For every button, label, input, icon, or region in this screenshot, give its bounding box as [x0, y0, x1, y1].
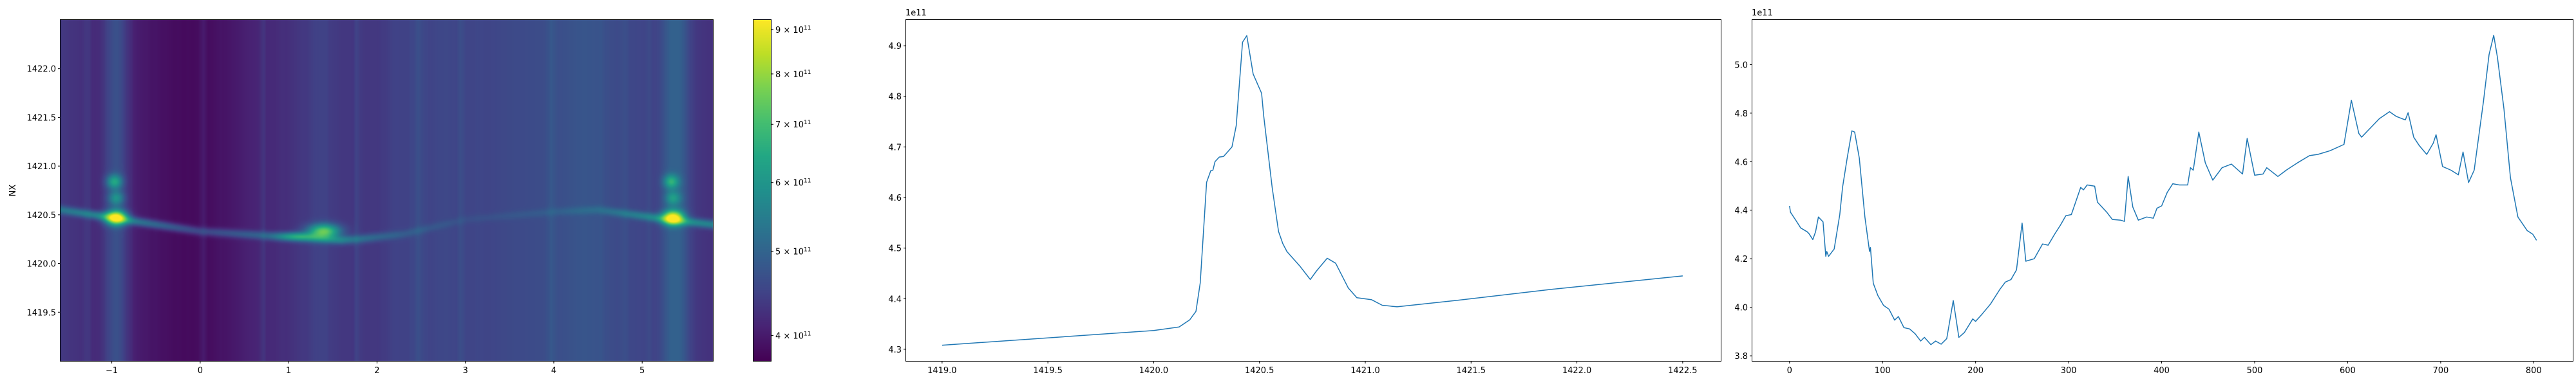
plot2-ytick-label: 4.4: [1734, 207, 1748, 216]
plot1-xtick-label: 1419.0: [927, 366, 957, 376]
colorbar-tick-label: 9 × 1011: [775, 25, 811, 35]
plot1-xtick-label: 1419.5: [1033, 366, 1063, 376]
plot2-xtick-label: 600: [2340, 366, 2356, 376]
heatmap-axes: NX −1 0 1 2 3 4 5 1419.5 1420.0 1420.5 1421.0 1421.…: [8, 19, 714, 376]
plot1-offset-text: 1e11: [905, 8, 927, 18]
plot1-xtick-label: 1420.5: [1245, 366, 1274, 376]
plot1-ytick-label: 4.4: [888, 295, 902, 304]
plot2-xtick-label: 800: [2526, 366, 2542, 376]
plot2-ytick-label: 4.8: [1734, 109, 1748, 119]
plot2-xtick-label: 0: [1787, 366, 1792, 376]
heatmap-ytick-label: 1420.0: [27, 260, 57, 270]
colorbar-tick-label: 8 × 1011: [775, 69, 811, 80]
plot2-xtick-label: 500: [2247, 366, 2263, 376]
colorbar-gradient: [753, 20, 771, 361]
plot1-frame: [905, 19, 1721, 362]
plot2-offset-text: 1e11: [1752, 8, 1773, 18]
plot2-ytick-label: 4.2: [1734, 255, 1748, 264]
heatmap-xtick-label: 2: [374, 366, 379, 376]
plot1-xtick-label: 1422.5: [1668, 366, 1698, 376]
heatmap-xtick-label: 1: [286, 366, 291, 376]
plot2-ytick-label: 4.0: [1734, 304, 1748, 313]
plot2-ytick-label: 3.8: [1734, 352, 1748, 362]
plot1-ytick-label: 4.3: [888, 345, 902, 355]
heatmap-image: [61, 20, 713, 361]
colorbar: 4 × 1011 5 × 1011 6 × 1011 7 × 1011 8 × 1011…: [753, 19, 811, 362]
plot2-frame: [1752, 19, 2573, 362]
colorbar-tick-label: 5 × 1011: [775, 247, 811, 257]
heatmap-frame: [60, 19, 714, 362]
plot1-series-line: [942, 35, 1683, 346]
heatmap-ytick-label: 1421.5: [27, 113, 57, 123]
plot1-ytick-label: 4.9: [888, 42, 902, 51]
heatmap-xtick-label: 5: [639, 366, 645, 376]
heatmap-ytick-label: 1422.0: [27, 65, 57, 75]
plot1-ytick-label: 4.5: [888, 244, 902, 254]
plot2-xtick-label: 300: [2061, 366, 2077, 376]
colorbar-frame: [753, 19, 772, 362]
plot2-xtick-label: 400: [2154, 366, 2170, 376]
plot2-series-line: [1789, 35, 2537, 345]
plot1-ytick-label: 4.6: [888, 194, 902, 203]
plot2-ytick-label: 4.6: [1734, 158, 1748, 167]
plot1-ytick-label: 4.8: [888, 93, 902, 102]
heatmap-xtick-label: −1: [106, 366, 118, 376]
plot1-xtick-label: 1421.5: [1457, 366, 1486, 376]
heatmap-ytick-label: 1421.0: [27, 162, 57, 172]
heatmap-xtick-label: 3: [463, 366, 468, 376]
heatmap-ytick-label: 1420.5: [27, 211, 57, 221]
heatmap-xtick-label: 4: [551, 366, 556, 376]
plot2-ytick-label: 5.0: [1734, 60, 1748, 70]
plot2-xtick-label: 100: [1875, 366, 1891, 376]
plot1-ytick-label: 4.7: [888, 143, 902, 152]
line-plot-1: 1e11 1419.0 1419.5 1420.0 1420.5 1421.0 1421.…: [888, 8, 1721, 376]
line-plot-2: 1e11 0 100 200 300 400 500 600 700 800 3.8 4.0 4.2 4…: [1734, 8, 2573, 376]
heatmap-ylabel: NX: [8, 185, 18, 197]
plot2-xtick-label: 700: [2432, 366, 2448, 376]
colorbar-tick-label: 6 × 1011: [775, 178, 811, 188]
plot2-xtick-label: 200: [1967, 366, 1984, 376]
plot1-xtick-label: 1420.0: [1139, 366, 1169, 376]
colorbar-tick-label: 4 × 1011: [775, 331, 811, 342]
heatmap-xtick-label: 0: [198, 366, 203, 376]
heatmap-ytick-label: 1419.5: [27, 308, 57, 318]
colorbar-tick-label: 7 × 1011: [775, 120, 811, 130]
plot1-xtick-label: 1421.0: [1350, 366, 1380, 376]
plot1-xtick-label: 1422.0: [1562, 366, 1592, 376]
